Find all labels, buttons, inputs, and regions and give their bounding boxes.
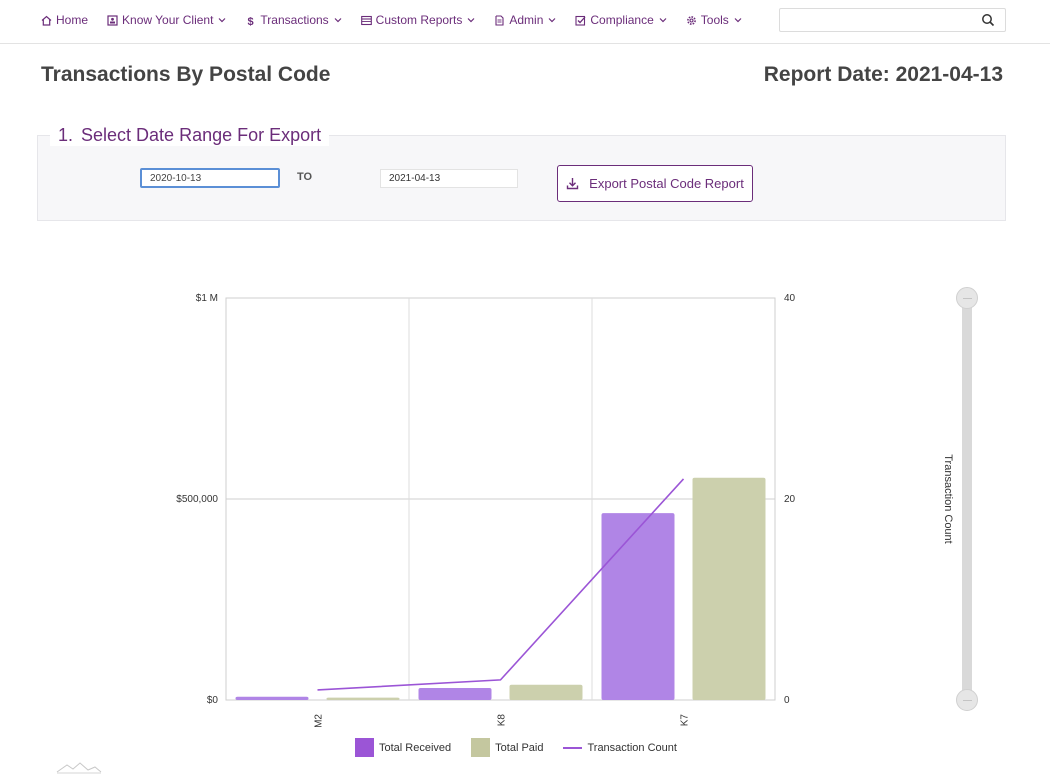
document-icon (494, 14, 505, 26)
legend-swatch (355, 738, 374, 757)
section-number: 1. (58, 125, 74, 145)
nav-item-label: Tools (700, 13, 729, 27)
line-transaction-count (317, 478, 685, 691)
legend-item-transaction-count[interactable]: Transaction Count (563, 741, 677, 754)
x-tick-label: K7 (680, 714, 691, 727)
export-button-label: Export Postal Code Report (589, 176, 744, 191)
nav-item-label: Compliance (590, 13, 654, 27)
nav-item-label: Admin (509, 13, 544, 27)
bar-total-paid (509, 684, 583, 700)
y-right-tick-label: 0 (784, 695, 790, 706)
legend-item-total-received[interactable]: Total Received (355, 738, 451, 757)
section-title: Select Date Range For Export (81, 125, 322, 145)
y-left-tick-label: $1 M (196, 293, 218, 304)
chevron-down-icon (467, 16, 475, 24)
to-label: TO (297, 171, 313, 183)
y-right-tick-label: 20 (784, 494, 796, 505)
chevron-down-icon (659, 16, 667, 24)
nav-item-custom-reports[interactable]: Custom Reports (360, 13, 476, 27)
checkbox-icon (575, 15, 586, 26)
bar-total-received (601, 513, 675, 700)
postal-code-chart: $0 $500,000 $1 M 0 20 40 M2 K8 K7 (176, 293, 796, 728)
y-left-tick-label: $500,000 (176, 494, 218, 505)
export-postal-code-report-button[interactable]: Export Postal Code Report (557, 165, 753, 202)
nav-item-home[interactable]: Home (41, 13, 88, 27)
bar-total-paid (692, 477, 766, 700)
nav-item-label: Custom Reports (375, 13, 463, 27)
range-slider-top-handle[interactable] (956, 287, 978, 309)
chevron-down-icon (548, 16, 556, 24)
x-tick-label: K8 (497, 714, 508, 727)
dollar-icon: $ (245, 15, 256, 26)
home-icon (41, 15, 52, 26)
chevron-down-icon (218, 16, 226, 24)
nav-item-compliance[interactable]: Compliance (575, 13, 667, 27)
chevron-down-icon (334, 16, 342, 24)
bar-total-received (235, 696, 309, 700)
chevron-down-icon (734, 16, 742, 24)
legend-label: Total Paid (495, 741, 544, 754)
table-icon (360, 15, 372, 26)
legend-item-total-paid[interactable]: Total Paid (471, 738, 543, 757)
page-title: Transactions By Postal Code (41, 63, 331, 86)
y-left-tick-label: $0 (207, 695, 219, 706)
top-navbar: Home Know Your Client $ Transactions Custom … (0, 0, 1050, 44)
nav-item-admin[interactable]: Admin (494, 13, 556, 27)
bar-total-received (418, 687, 492, 700)
nav-menu: Home Know Your Client $ Transactions Custom … (41, 13, 761, 27)
nav-item-label: Home (56, 13, 89, 27)
legend-swatch (471, 738, 491, 757)
nav-item-label: Transactions (260, 13, 329, 27)
nav-item-transactions[interactable]: $ Transactions (245, 13, 342, 27)
id-card-icon (107, 14, 118, 26)
search-icon[interactable] (981, 13, 995, 27)
slider-axis-label: Transaction Count (942, 454, 954, 544)
start-date-input[interactable] (140, 168, 280, 188)
search-input[interactable] (780, 9, 970, 31)
end-date-input[interactable] (380, 169, 518, 188)
search-box (779, 8, 1006, 32)
nav-item-tools[interactable]: Tools (686, 13, 742, 27)
section-heading: 1. Select Date Range For Export (50, 124, 330, 146)
bar-total-paid (326, 697, 400, 700)
legend-swatch (563, 746, 583, 749)
legend-label: Transaction Count (587, 741, 677, 754)
download-icon (566, 177, 579, 190)
legend-label: Total Received (379, 741, 452, 754)
nav-item-know-your-client[interactable]: Know Your Client (107, 13, 226, 27)
gear-icon (686, 15, 697, 26)
x-tick-label: M2 (314, 714, 325, 728)
svg-text:$: $ (248, 16, 254, 26)
chart-logo-icon (55, 760, 103, 774)
range-slider-bottom-handle[interactable] (956, 689, 978, 711)
y-right-tick-label: 40 (784, 293, 796, 304)
range-slider-track[interactable] (962, 298, 972, 700)
report-date: Report Date: 2021-04-13 (763, 63, 1003, 86)
nav-item-label: Know Your Client (122, 13, 214, 27)
chart-legend: Total Received Total Paid Transaction Coun… (355, 738, 697, 757)
